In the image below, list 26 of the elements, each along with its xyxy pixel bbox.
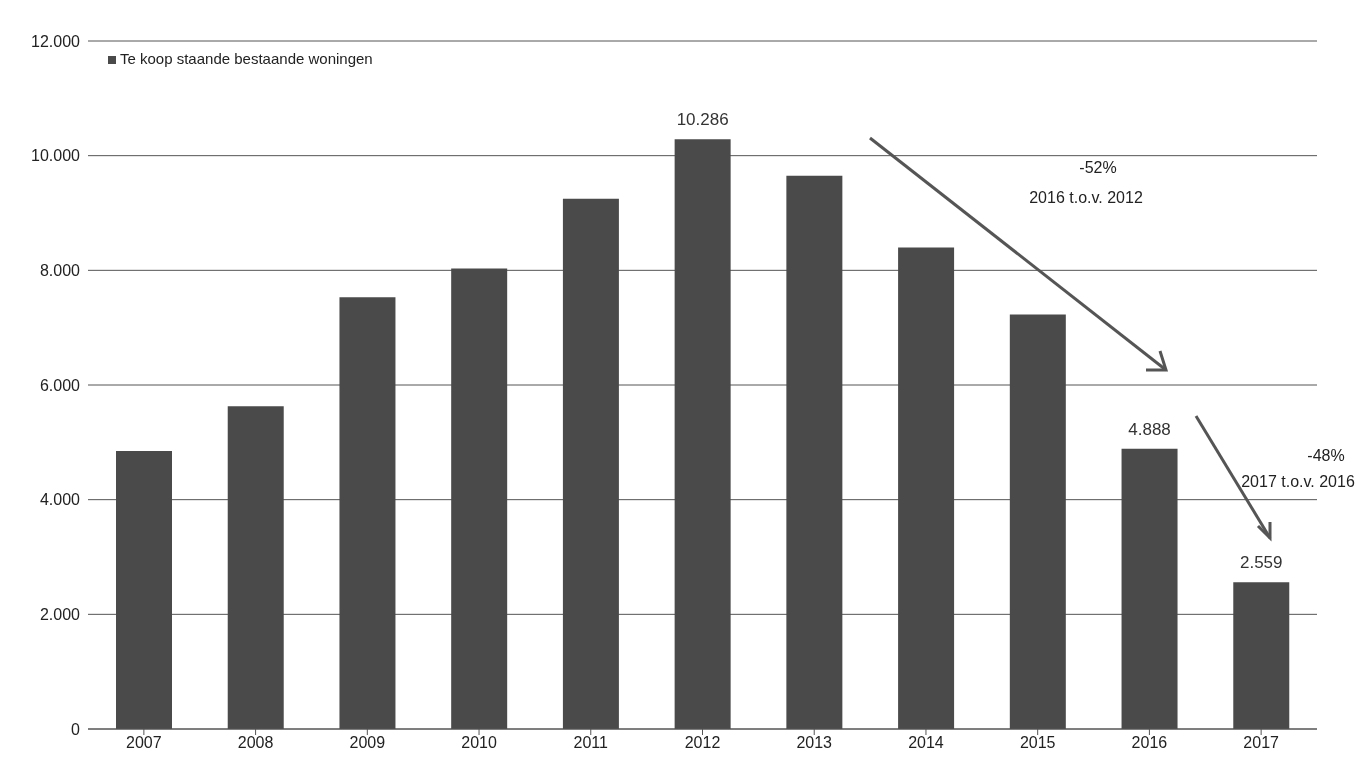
y-tick-label: 2.000 <box>39 606 81 624</box>
x-tick-label: 2014 <box>908 734 944 752</box>
y-tick-label: 12.000 <box>31 32 81 50</box>
x-tick-label: 2016 <box>1131 734 1168 752</box>
data-label: 4.888 <box>1128 419 1171 439</box>
data-label: 2.559 <box>1240 553 1283 573</box>
data-label: 10.286 <box>676 110 729 130</box>
y-tick-label: 8.000 <box>39 262 81 280</box>
annotation: -52% <box>1079 159 1117 177</box>
y-tick-label: 4.000 <box>39 491 81 509</box>
x-tick-label: 2015 <box>1019 734 1056 752</box>
x-tick-label: 2009 <box>349 734 386 752</box>
annotation: 2017 t.o.v. 2016 <box>1241 473 1355 491</box>
x-tick-label: 2017 <box>1243 734 1280 752</box>
y-tick-label: 6.000 <box>39 376 81 394</box>
x-tick-label: 2011 <box>573 734 609 752</box>
x-tick-label: 2008 <box>237 734 274 752</box>
x-tick-label: 2012 <box>684 734 721 752</box>
x-tick-label: 2007 <box>126 734 162 752</box>
annotation: 2016 t.o.v. 2012 <box>1029 189 1143 207</box>
legend-label: Te koop staande bestaande woningen <box>120 50 373 67</box>
y-tick-label: 0 <box>71 720 81 738</box>
annotation: -48% <box>1307 447 1345 465</box>
y-tick-label: 10.000 <box>31 147 81 165</box>
x-tick-label: 2013 <box>796 734 833 752</box>
x-tick-label: 2010 <box>461 734 497 752</box>
